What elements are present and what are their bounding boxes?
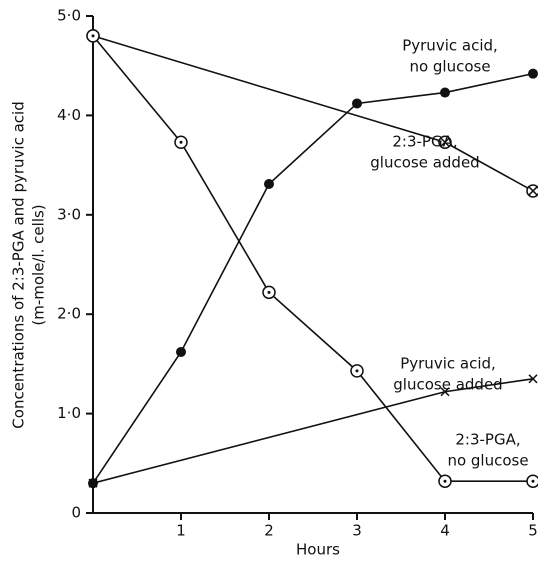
y-tick-label: 5·0 <box>57 7 81 25</box>
marker <box>440 387 450 397</box>
marker <box>176 346 186 357</box>
marker-dot <box>355 369 359 373</box>
x-tick-label: 1 <box>176 522 186 540</box>
marker <box>528 68 538 79</box>
series-label: Pyruvic acid, <box>402 37 498 55</box>
x-tick-label: 3 <box>352 522 362 540</box>
x-axis-label: Hours <box>296 541 340 559</box>
series-label: 2:3-PGA, <box>455 431 520 449</box>
marker-dot <box>91 34 95 38</box>
x-tick-label: 4 <box>440 522 450 540</box>
series-label: glucose added <box>393 376 502 394</box>
y-tick-label: 1·0 <box>57 404 81 422</box>
y-tick-label: 0 <box>71 504 81 522</box>
series-label: glucose added <box>370 154 479 172</box>
series-line <box>92 35 533 482</box>
marker-cross <box>440 137 450 147</box>
series-label: no glucose <box>447 452 528 470</box>
y-tick-label: 4·0 <box>57 106 81 124</box>
marker <box>528 374 538 384</box>
x-tick-label: 2 <box>264 522 274 540</box>
x-tick-label: 5 <box>528 522 538 540</box>
marker-dot <box>443 479 447 483</box>
series-label: Pyruvic acid, <box>400 355 496 373</box>
series-label: 2:3-PGA, <box>392 133 457 151</box>
marker-cross <box>528 186 538 196</box>
marker-dot <box>531 479 535 483</box>
marker-dot <box>179 140 183 144</box>
marker <box>352 98 362 109</box>
series-label: no glucose <box>409 58 490 76</box>
y-tick-label: 3·0 <box>57 205 81 223</box>
marker <box>440 87 450 98</box>
y-tick-label: 2·0 <box>57 305 81 323</box>
marker <box>88 478 98 488</box>
marker-dot <box>267 290 271 294</box>
y-axis-label: Concentrations of 2:3-PGA and pyruvic ac… <box>10 101 28 428</box>
series-line <box>92 72 534 484</box>
y-axis-label: (m-mole/l. cells) <box>30 204 48 325</box>
marker <box>264 178 274 189</box>
